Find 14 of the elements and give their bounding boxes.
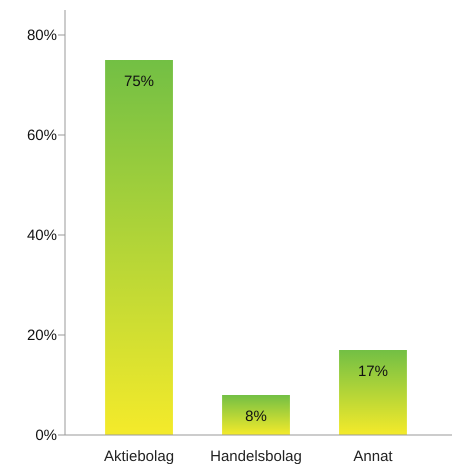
- bar: [339, 350, 407, 435]
- bar: [222, 395, 290, 435]
- x-tick-label: Annat: [353, 448, 394, 464]
- y-tick-label: 60%: [26, 127, 57, 144]
- data-label: 17%: [358, 363, 388, 380]
- y-tick-label: 20%: [26, 327, 57, 344]
- x-tick-label: Aktiebolag: [104, 448, 174, 464]
- y-tick-label: 40%: [26, 227, 57, 244]
- x-tick-label: Handelsbolag: [210, 448, 302, 464]
- y-tick-label: 80%: [26, 27, 57, 44]
- bar: [105, 60, 173, 435]
- data-label: 8%: [245, 408, 267, 425]
- data-label: 75%: [124, 73, 154, 90]
- y-tick-label: 0%: [35, 427, 57, 444]
